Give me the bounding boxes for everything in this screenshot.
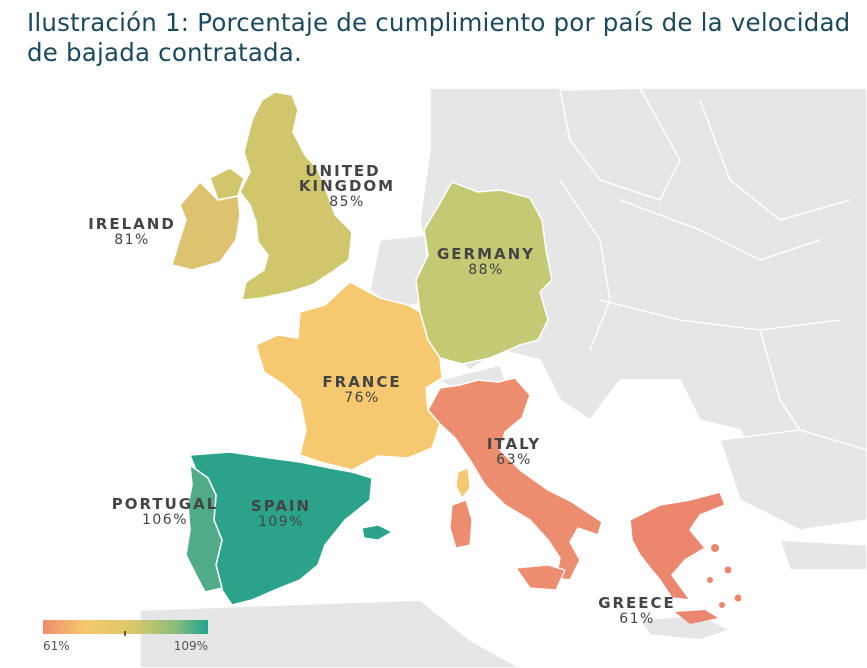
label-portugal: PORTUGAL [112, 495, 219, 513]
value-france: 76% [344, 390, 380, 406]
country-greece[interactable] [629, 491, 726, 601]
value-greece: 61% [619, 611, 655, 627]
label-uk-line2: KINGDOM [299, 177, 395, 195]
label-italy: ITALY [487, 435, 541, 453]
europe-map: UNITED KINGDOM 85% IRELAND 81% GERMANY 8… [0, 85, 867, 668]
borders-decor [559, 99, 851, 441]
value-ireland: 81% [114, 232, 150, 248]
island-sardinia[interactable] [449, 499, 473, 549]
country-northern-ireland[interactable] [209, 167, 245, 201]
island-mallorca[interactable] [361, 524, 394, 541]
color-legend: 61% 109% [43, 620, 208, 653]
value-italy: 63% [496, 452, 532, 468]
country-portugal[interactable] [185, 463, 223, 593]
legend-gradient-bar [43, 620, 208, 634]
value-germany: 88% [468, 262, 504, 278]
label-germany: GERMANY [437, 245, 535, 263]
label-spain: SPAIN [251, 497, 311, 515]
country-germany[interactable] [415, 181, 553, 365]
value-uk: 85% [329, 194, 365, 210]
value-spain: 109% [258, 514, 304, 530]
map-svg: UNITED KINGDOM 85% IRELAND 81% GERMANY 8… [43, 87, 867, 668]
label-france: FRANCE [322, 373, 401, 391]
country-france[interactable] [255, 281, 443, 471]
greek-islands [675, 544, 742, 624]
legend-max-label: 109% [174, 639, 208, 653]
country-italy[interactable] [427, 377, 603, 581]
legend-min-label: 61% [43, 639, 70, 653]
island-corsica[interactable] [455, 467, 471, 500]
label-greece: GREECE [598, 594, 676, 612]
country-united-kingdom[interactable] [239, 91, 353, 301]
country-ireland[interactable] [171, 180, 241, 271]
background-land [139, 87, 867, 668]
label-uk-line1: UNITED [305, 162, 380, 180]
value-portugal: 106% [142, 512, 188, 528]
island-sicily[interactable] [514, 564, 566, 591]
label-ireland: IRELAND [88, 215, 176, 233]
page-title: Ilustración 1: Porcentaje de cumplimient… [27, 8, 851, 67]
